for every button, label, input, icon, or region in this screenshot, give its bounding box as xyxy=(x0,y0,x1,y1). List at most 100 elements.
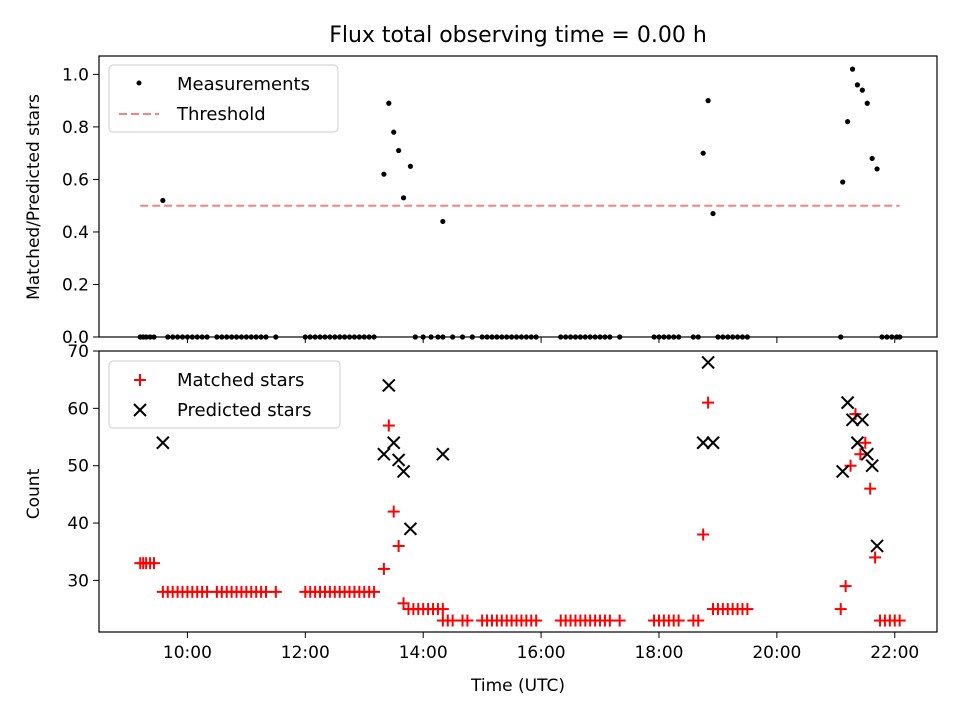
top-panel: 0.0 0.2 0.4 0.6 0.8 1.0 Matched/Predicted sta… xyxy=(24,55,938,348)
matched-star-point xyxy=(613,614,626,627)
measurement-point xyxy=(440,218,446,225)
predicted-star-point xyxy=(706,436,720,450)
measurement-point xyxy=(710,210,716,217)
matched-star-point xyxy=(269,585,282,598)
predicted-star-point xyxy=(870,539,884,553)
predicted-star-point xyxy=(865,458,879,473)
predicted-star-point xyxy=(701,355,715,370)
measurement-point xyxy=(400,195,407,201)
measurement-point xyxy=(407,163,414,169)
predicted-star-point xyxy=(391,453,406,467)
matched-star-point xyxy=(741,603,754,616)
measurement-point xyxy=(854,82,861,88)
matched-star-point xyxy=(436,603,449,616)
predicted-star-point xyxy=(403,522,418,536)
top-ytick-label: 0.2 xyxy=(62,275,89,295)
top-legend: Measurements Threshold xyxy=(108,64,339,133)
top-ytick-label: 0.6 xyxy=(62,170,89,190)
predicted-star-point xyxy=(377,447,391,461)
measurement-point xyxy=(396,147,402,154)
matched-star-point xyxy=(834,603,847,616)
measurement-point xyxy=(700,150,706,156)
matched-star-point xyxy=(461,614,474,627)
bottom-axes-frame xyxy=(98,350,938,633)
matched-star-point xyxy=(702,396,715,409)
predicted-star-point xyxy=(696,436,710,450)
predicted-star-point xyxy=(860,447,874,461)
predicted-star-point xyxy=(840,395,855,410)
bottom-xtick-label: 14:00 xyxy=(399,643,448,663)
bottom-xtick-label: 20:00 xyxy=(752,643,801,663)
predicted-star-point xyxy=(835,464,850,479)
bottom-ytick-label: 40 xyxy=(67,514,89,534)
bottom-ytick-label: 60 xyxy=(67,399,89,419)
bottom-xtick-label: 12:00 xyxy=(281,643,330,663)
matched-star-point xyxy=(368,585,381,598)
legend-threshold-label: Threshold xyxy=(176,104,266,125)
matched-star-point xyxy=(839,580,852,593)
legend-measurements-marker xyxy=(136,80,142,86)
bottom-xtick-label: 16:00 xyxy=(517,643,566,663)
predicted-star-point xyxy=(845,413,860,427)
bottom-xtick-label: 10:00 xyxy=(163,643,212,663)
matched-star-point xyxy=(844,459,857,472)
matched-star-point xyxy=(859,436,872,449)
measurement-point xyxy=(381,171,387,177)
bottom-ylabel: Count xyxy=(24,468,44,519)
matched-star-point xyxy=(697,528,710,541)
matched-star-point xyxy=(387,505,400,518)
matched-star-point xyxy=(377,562,390,575)
measurement-point xyxy=(869,155,875,162)
measurement-point xyxy=(859,87,865,93)
bottom-xtick-label: 18:00 xyxy=(634,643,683,663)
top-ytick-label: 1.0 xyxy=(62,65,89,85)
top-axes-frame xyxy=(98,55,938,338)
matched-star-point xyxy=(148,557,161,570)
chart-title: Flux total observing time = 0.00 h xyxy=(329,23,707,48)
top-marks xyxy=(137,66,903,340)
predicted-star-point xyxy=(387,436,401,450)
bottom-legend: Matched stars Predicted stars xyxy=(108,360,341,429)
predicted-star-point xyxy=(855,413,870,427)
legend-measurements-label: Measurements xyxy=(177,74,310,95)
measurement-point xyxy=(705,98,711,104)
matched-star-point xyxy=(692,614,705,627)
measurement-point xyxy=(874,166,880,172)
matched-star-point xyxy=(392,539,405,552)
top-ytick-label: 0.4 xyxy=(62,223,89,243)
measurement-point xyxy=(864,100,870,106)
top-ytick-label: 0.8 xyxy=(62,118,89,138)
matched-star-point xyxy=(893,614,906,627)
bottom-xlabel: Time (UTC) xyxy=(470,676,565,696)
predicted-star-point xyxy=(396,464,411,479)
measurement-point xyxy=(849,66,856,72)
legend-predicted-marker xyxy=(133,403,147,417)
legend-matched-marker xyxy=(134,374,146,386)
top-ylabel: Matched/Predicted stars xyxy=(24,94,44,300)
measurement-point xyxy=(160,197,166,204)
top-ticks: 0.0 0.2 0.4 0.6 0.8 1.0 xyxy=(62,65,896,348)
bottom-ticks: 30 40 50 60 70 10:00 12:00 14:00 16:00 18:00 20:00… xyxy=(67,342,919,663)
top-ytick-label: 0.0 xyxy=(62,328,89,348)
matched-star-point xyxy=(672,614,685,627)
matched-star-point xyxy=(854,448,867,461)
legend-predicted-label: Predicted stars xyxy=(177,400,311,421)
bottom-marks xyxy=(134,355,906,627)
matched-star-point xyxy=(864,482,877,495)
bottom-xtick-label: 22:00 xyxy=(870,643,919,663)
measurement-point xyxy=(845,119,851,125)
matched-star-point xyxy=(382,419,395,432)
predicted-star-point xyxy=(156,436,170,450)
matched-star-point xyxy=(869,551,882,564)
predicted-star-point xyxy=(850,436,865,450)
matched-star-point xyxy=(530,614,543,627)
bottom-ytick-label: 30 xyxy=(67,571,89,591)
bottom-ytick-label: 70 xyxy=(67,342,89,362)
measurement-point xyxy=(840,179,846,185)
bottom-ytick-label: 50 xyxy=(67,457,89,477)
predicted-star-point xyxy=(436,447,450,461)
bottom-panel: 30 40 50 60 70 10:00 12:00 14:00 16:00 18:00 20:00… xyxy=(24,342,938,696)
measurement-point xyxy=(391,129,397,135)
measurement-point xyxy=(386,100,392,106)
